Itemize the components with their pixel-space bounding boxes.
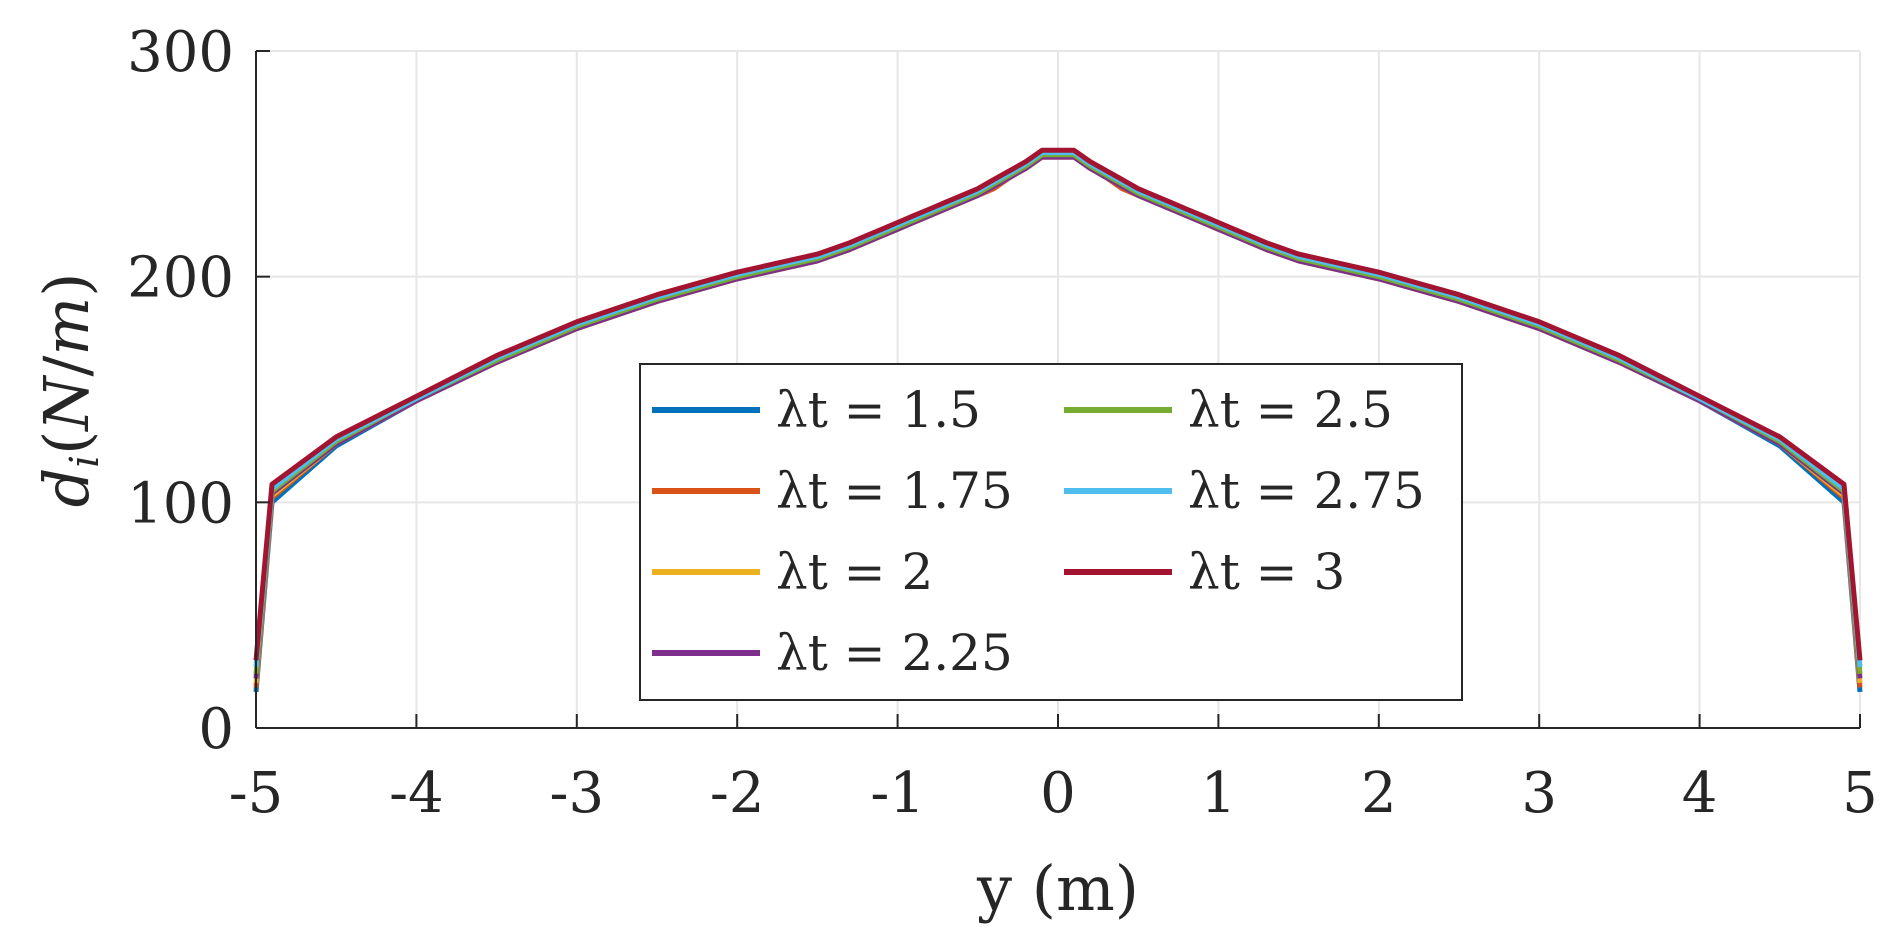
legend-label: λt = 3 [1188,543,1345,601]
legend-label: λt = 2.75 [1188,462,1425,520]
y-tick-label: 0 [198,697,234,762]
x-tick-label: 0 [1040,761,1076,826]
y-tick-label: 100 [127,471,234,536]
legend-label: λt = 2.25 [776,624,1013,682]
series-line-7 [253,147,1863,661]
series-lines [253,147,1863,693]
x-tick-label: 2 [1361,761,1397,826]
axes [255,50,1861,729]
x-axis-title: y (m) [976,852,1139,925]
x-tick-label: -5 [229,761,284,826]
y-tick-labels: 0 100 200 300 [127,20,234,762]
x-tick-label: -1 [870,761,925,826]
x-tick-label: -2 [710,761,765,826]
y-tick-label: 200 [127,246,234,311]
x-tick-label: 3 [1521,761,1557,826]
legend-label: λt = 2 [776,543,933,601]
legend-box [639,363,1463,701]
legend: λt = 1.5 λt = 1.75 λt = 2 λt = 2.25 λt = 2.5… [639,363,1463,701]
y-axis-title: di(N/m) [30,273,108,508]
x-tick-label: -3 [550,761,605,826]
x-tick-label: 4 [1682,761,1718,826]
x-tick-label: 1 [1201,761,1237,826]
legend-label: λt = 1.75 [776,462,1013,520]
legend-label: λt = 2.5 [1188,381,1393,439]
y-tick-label: 300 [127,20,234,85]
legend-label: λt = 1.5 [776,381,981,439]
x-tick-labels: -5 -4 -3 -2 -1 0 1 2 3 4 5 [229,761,1878,826]
x-tick-label: -4 [389,761,444,826]
x-tick-label: 5 [1842,761,1878,826]
